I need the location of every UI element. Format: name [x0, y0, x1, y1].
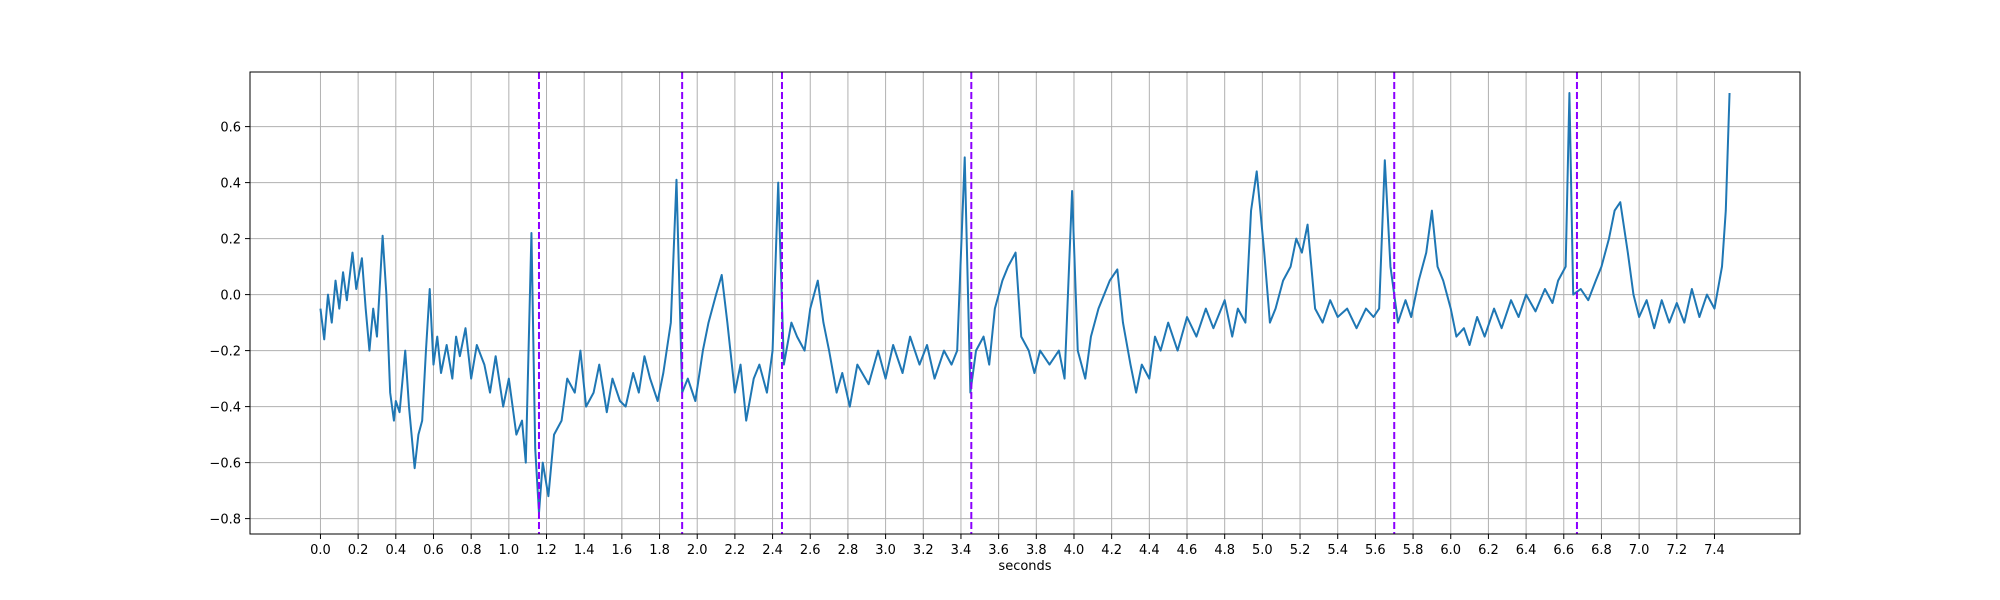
x-tick-label: 6.0: [1440, 543, 1461, 558]
x-tick-label: 1.0: [498, 543, 519, 558]
x-tick-label: 4.8: [1214, 543, 1235, 558]
y-tick-label: 0.2: [220, 233, 241, 248]
plot-area: [319, 72, 1731, 534]
x-tick-label: 5.6: [1365, 543, 1386, 558]
x-tick-label: 2.4: [762, 543, 783, 558]
x-tick-label: 5.0: [1252, 543, 1273, 558]
y-tick-label: −0.8: [209, 513, 241, 528]
y-tick-label: −0.6: [209, 457, 241, 472]
x-tick-label: 6.8: [1591, 543, 1612, 558]
x-tick-label: 7.2: [1666, 543, 1687, 558]
x-tick-label: 1.4: [574, 543, 595, 558]
data-line: [319, 92, 1731, 514]
y-tick-label: −0.2: [209, 345, 241, 360]
x-tick-label: 0.2: [348, 543, 369, 558]
x-axis-label: seconds: [998, 559, 1051, 574]
y-tick-label: 0.0: [220, 289, 241, 304]
x-tick-label: 4.0: [1064, 543, 1085, 558]
axes-frame: [249, 71, 1801, 535]
x-tick-label: 6.6: [1553, 543, 1574, 558]
x-tick-label: 2.8: [838, 543, 859, 558]
x-tick-label: 2.6: [800, 543, 821, 558]
x-tick-label: 3.2: [913, 543, 934, 558]
grid: [250, 72, 1800, 534]
y-tick-label: 0.6: [220, 121, 241, 136]
y-tick-label: 0.4: [220, 177, 241, 192]
x-tick-label: 4.6: [1177, 543, 1198, 558]
x-tick-label: 4.2: [1101, 543, 1122, 558]
x-tick-label: 1.6: [612, 543, 633, 558]
x-tick-label: 3.4: [951, 543, 972, 558]
x-tick-label: 6.4: [1516, 543, 1537, 558]
x-tick-label: 7.0: [1629, 543, 1650, 558]
x-tick-label: 5.8: [1403, 543, 1424, 558]
x-tick-label: 3.0: [875, 543, 896, 558]
ticks: 0.0 0.2 0.4 0.6 0.8 1.0 1.2 1.4 1.6 1.8 2.0 2.2 2.4 2…: [209, 121, 1724, 558]
y-tick-label: −0.4: [209, 401, 241, 416]
x-tick-label: 0.0: [310, 543, 331, 558]
x-tick-label: 7.4: [1704, 543, 1725, 558]
x-tick-label: 0.6: [423, 543, 444, 558]
x-tick-label: 0.4: [385, 543, 406, 558]
x-tick-label: 1.8: [649, 543, 670, 558]
x-tick-label: 5.4: [1327, 543, 1348, 558]
x-tick-label: 2.0: [687, 543, 708, 558]
x-tick-label: 1.2: [536, 543, 557, 558]
x-tick-label: 3.8: [1026, 543, 1047, 558]
x-tick-label: 0.8: [461, 543, 482, 558]
x-tick-label: 5.2: [1290, 543, 1311, 558]
x-tick-label: 2.2: [725, 543, 746, 558]
x-tick-label: 4.4: [1139, 543, 1160, 558]
x-tick-label: 6.2: [1478, 543, 1499, 558]
x-tick-label: 3.6: [988, 543, 1009, 558]
